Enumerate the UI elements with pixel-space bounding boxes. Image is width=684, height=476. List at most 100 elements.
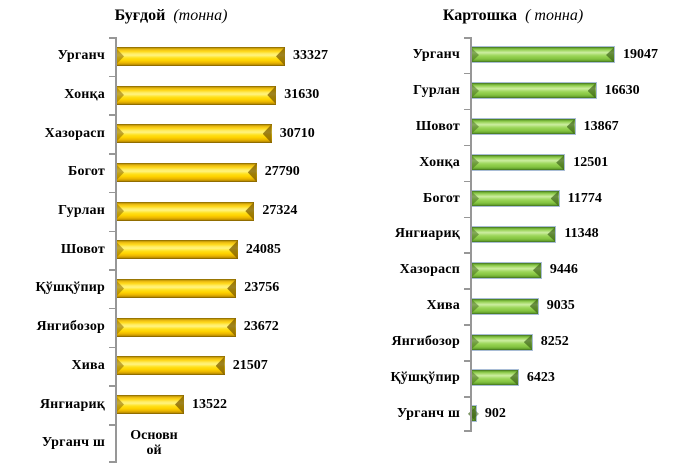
bar-track: 30710: [115, 114, 342, 153]
green-bar: [470, 225, 557, 243]
value-label: 23672: [243, 319, 279, 335]
category-axis-line: [115, 37, 117, 463]
bar-row: Хазорасп 9446: [342, 252, 684, 288]
gold-bar: [115, 356, 225, 376]
bar-row: Хонқа 31630: [0, 76, 342, 115]
category-label: Янгиариқ: [394, 226, 460, 242]
value-label: 30710: [279, 125, 315, 141]
axis-tick: [109, 307, 115, 310]
category-label: Хива: [426, 298, 460, 314]
green-bar: [470, 154, 566, 172]
bar-row: Хива 9035: [342, 288, 684, 324]
value-label: 19047: [623, 46, 658, 62]
gold-bar: [115, 46, 285, 66]
value-label: 9035: [546, 298, 575, 314]
bar-track: 31630: [115, 76, 342, 115]
value-label: 11774: [567, 190, 602, 206]
axis-tick: [109, 385, 115, 387]
wheat-chart-plot-area: Урганч 33327 Хонқа 31630 Хазорасп 30710 Богот 2…: [0, 37, 342, 476]
category-label: Богот: [68, 164, 105, 180]
category-label: Шовот: [415, 118, 460, 134]
gold-bar: [115, 162, 257, 182]
bar-track: 23672: [115, 308, 342, 347]
gold-bar: [115, 124, 272, 144]
bar-row: Гурлан 27324: [0, 192, 342, 231]
bar-track: 9035: [470, 288, 684, 324]
bar-row: Урганч 19047: [342, 37, 684, 73]
axis-tick: [109, 461, 115, 463]
axis-tick: [109, 191, 115, 194]
bar-row: Шовот 24085: [0, 230, 342, 269]
axis-tick: [464, 360, 470, 362]
bar-row: Урганч ш 902: [342, 396, 684, 432]
green-bar: [470, 333, 533, 351]
category-label: Хазорасп: [44, 125, 105, 141]
bar-track: 8252: [470, 324, 684, 360]
axis-tick: [464, 216, 470, 218]
green-bar: [470, 190, 560, 207]
bar-row: Янгиариқ 13522: [0, 385, 342, 424]
green-bar: [470, 46, 615, 64]
value-label: 8252: [540, 334, 569, 350]
potato-chart-plot-area: Урганч 19047 Гурлан 16630 Шовот 13867 Хонқа 125…: [342, 37, 684, 476]
value-label: 6423: [526, 369, 555, 385]
bar-track: 33327: [115, 37, 342, 76]
bar-row: Урганч 33327: [0, 37, 342, 76]
wheat-chart-title-unit: (тонна): [173, 7, 228, 24]
bar-track: 11348: [470, 216, 684, 252]
value-label: 12501: [573, 154, 609, 170]
axis-tick: [464, 144, 470, 147]
green-bar: [470, 82, 597, 100]
bar-track: 13867: [470, 109, 684, 145]
category-label: Хонқа: [419, 154, 460, 170]
wheat-chart: Буғдой (тонна) Урганч 33327 Хонқа 31630 Хазо…: [0, 0, 342, 476]
bar-track: Основн ой: [115, 424, 342, 463]
value-label: 23756: [244, 280, 280, 296]
category-label: Янгибозор: [36, 319, 105, 335]
category-label: Гурлан: [58, 203, 105, 219]
axis-tick: [109, 424, 115, 426]
bar-track: 21507: [115, 347, 342, 386]
bar-row: Қўшқўпир 6423: [342, 360, 684, 396]
category-label: Урганч ш: [41, 435, 105, 451]
axis-tick: [109, 346, 115, 349]
potato-chart: Картошка ( тонна) Урганч 19047 Гурлан 16630…: [342, 0, 684, 476]
null-bar-label-line: Основн: [130, 427, 178, 443]
axis-tick: [464, 180, 470, 183]
bar-row: Урганч ш Основн ой: [0, 424, 342, 463]
bar-track: 12501: [470, 145, 684, 181]
null-bar-label: Основн ой: [123, 428, 185, 459]
bar-track: 27324: [115, 192, 342, 231]
category-label: Хазорасп: [399, 262, 460, 278]
green-bar: [470, 118, 576, 136]
value-label: 21507: [232, 357, 268, 373]
category-label: Янгибозор: [391, 334, 460, 350]
value-label: 13867: [583, 118, 619, 134]
axis-tick: [109, 37, 115, 39]
bar-row: Хонқа 12501: [342, 145, 684, 181]
value-label: 31630: [284, 87, 320, 103]
potato-chart-title: Картошка ( тонна): [342, 0, 684, 37]
category-label: Урганч: [412, 46, 460, 62]
value-label: 11348: [564, 226, 599, 242]
axis-tick: [109, 269, 115, 271]
bar-track: 27790: [115, 153, 342, 192]
axis-tick: [464, 108, 470, 111]
axis-tick: [109, 153, 115, 155]
category-label: Қўшқўпир: [390, 369, 460, 385]
bar-track: 11774: [470, 181, 684, 217]
axis-tick: [464, 288, 470, 290]
bar-row: Хива 21507: [0, 347, 342, 386]
category-label: Қўшқўпир: [35, 280, 105, 296]
axis-tick: [464, 396, 470, 398]
gold-bar: [115, 85, 277, 105]
category-label: Гурлан: [413, 82, 460, 98]
category-label: Хива: [71, 357, 105, 373]
bar-track: 13522: [115, 385, 342, 424]
green-bar: [470, 297, 539, 315]
category-label: Янгиариқ: [39, 396, 105, 412]
gold-bar: [115, 317, 236, 337]
category-axis-line: [470, 37, 472, 432]
value-label: 902: [484, 405, 506, 421]
bar-row: Янгиариқ 11348: [342, 216, 684, 252]
